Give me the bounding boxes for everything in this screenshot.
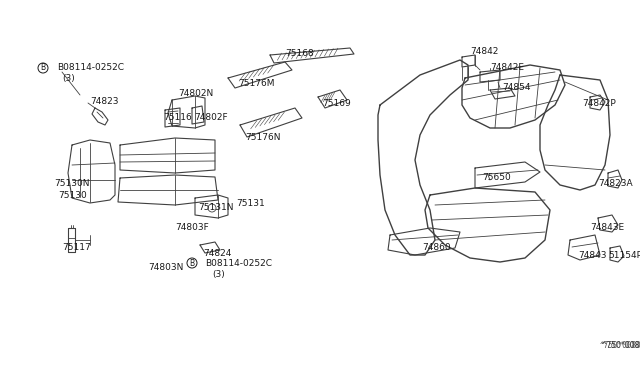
Text: 74803F: 74803F	[175, 224, 209, 232]
Text: ^750*0080: ^750*0080	[600, 341, 640, 350]
Text: 74854: 74854	[502, 83, 531, 93]
Text: 74823: 74823	[90, 97, 118, 106]
Text: 75117: 75117	[62, 244, 91, 253]
Text: 75116: 75116	[163, 113, 192, 122]
Text: 75131N: 75131N	[198, 203, 234, 212]
Text: 74843E: 74843E	[590, 224, 624, 232]
Text: 75168: 75168	[285, 48, 314, 58]
Text: (3): (3)	[62, 74, 75, 83]
Text: 75169: 75169	[322, 99, 351, 108]
Text: 74802N: 74802N	[178, 89, 213, 97]
Text: 75650: 75650	[482, 173, 511, 183]
Text: 74802F: 74802F	[194, 113, 228, 122]
Text: 74842P: 74842P	[582, 99, 616, 108]
Text: 74824: 74824	[203, 248, 232, 257]
Text: 75131: 75131	[236, 199, 265, 208]
Text: 75130N: 75130N	[54, 179, 90, 187]
Text: 74842: 74842	[470, 48, 499, 57]
Text: 74843: 74843	[578, 250, 607, 260]
Text: (3): (3)	[212, 270, 225, 279]
Text: B08114-0252C: B08114-0252C	[205, 259, 272, 267]
Text: ^750*0080: ^750*0080	[600, 341, 640, 350]
Text: 75176M: 75176M	[238, 78, 275, 87]
Text: 74842E: 74842E	[490, 64, 524, 73]
Text: B: B	[40, 64, 45, 73]
Text: B: B	[189, 259, 195, 267]
Text: 75130: 75130	[58, 192, 87, 201]
Text: 74860: 74860	[422, 244, 451, 253]
Text: 74803N: 74803N	[148, 263, 184, 273]
Text: B08114-0252C: B08114-0252C	[57, 64, 124, 73]
Text: 74823A: 74823A	[598, 179, 632, 187]
Text: 75176N: 75176N	[245, 134, 280, 142]
Text: 51154P: 51154P	[608, 250, 640, 260]
